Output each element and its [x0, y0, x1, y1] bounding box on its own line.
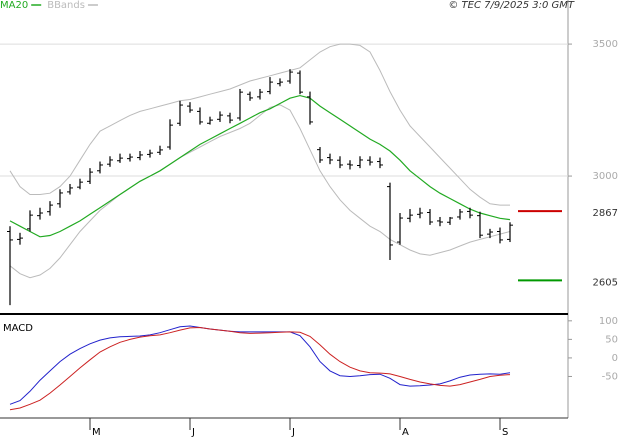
legend-label: BBands — [47, 0, 85, 11]
y-tick-label: 3500 — [593, 39, 618, 50]
attribution: © TEC 7/9/2025 3:0 GMT — [448, 0, 575, 11]
macd-line — [9, 326, 511, 411]
panel-title: MACD — [3, 323, 33, 334]
legend-label: MA20 — [0, 0, 28, 11]
price-level-label: 2605 — [593, 277, 618, 288]
x-tick-label: S — [502, 427, 508, 438]
x-tick-label: J — [291, 427, 295, 438]
bollinger-band — [9, 104, 511, 279]
y-tick-label: 50 — [605, 334, 618, 345]
x-tick-label: A — [402, 427, 409, 438]
y-tick-label: 100 — [599, 316, 618, 327]
y-tick-label: 3000 — [593, 171, 618, 182]
bollinger-band — [9, 43, 510, 206]
macd-line — [9, 325, 511, 405]
x-tick-label: M — [92, 427, 101, 438]
x-tick-label: J — [191, 427, 195, 438]
price-level-label: 2867 — [593, 208, 618, 219]
y-tick-label: 0 — [612, 353, 618, 364]
moving-average — [9, 94, 511, 238]
y-tick-label: -50 — [602, 371, 618, 382]
